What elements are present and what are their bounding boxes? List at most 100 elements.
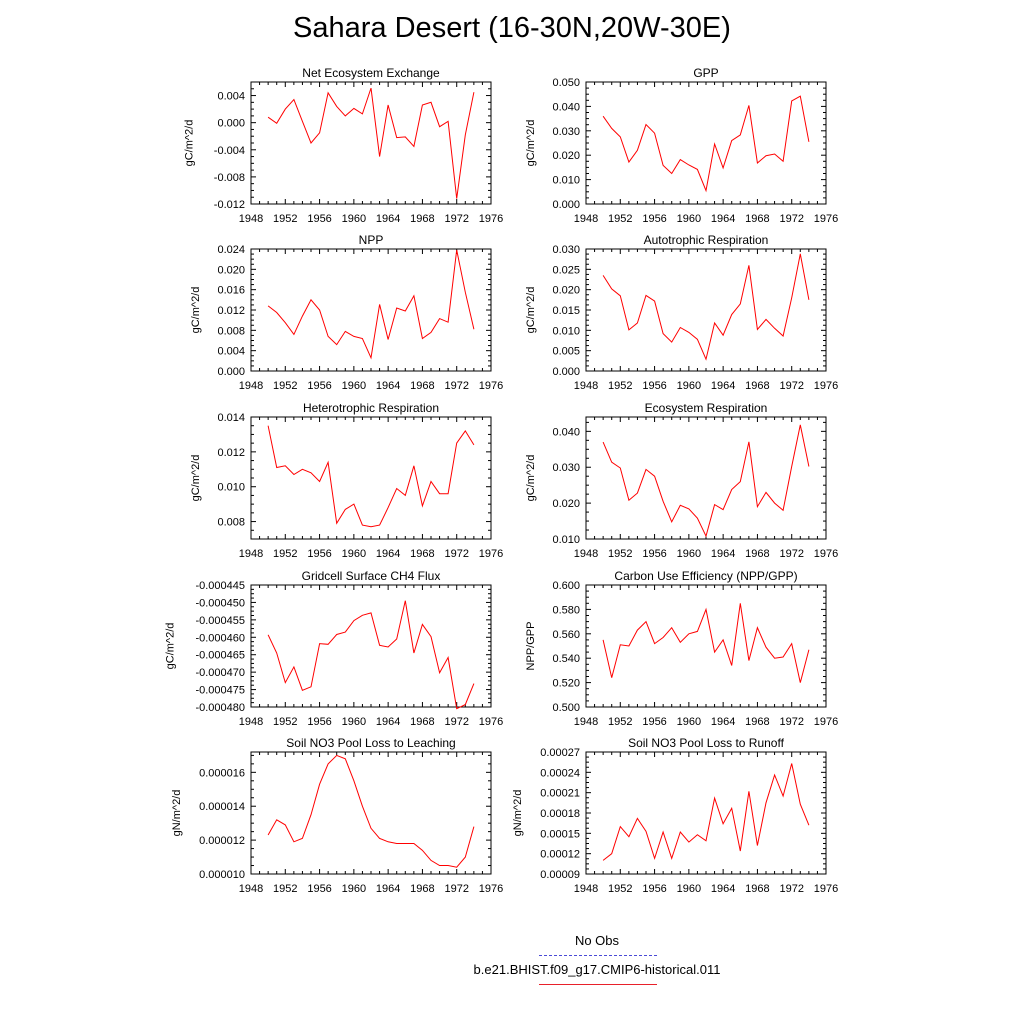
series-line [602,763,810,861]
chart-title: Soil NO3 Pool Loss to Leaching [286,736,455,750]
chart-title: Net Ecosystem Exchange [302,66,440,80]
chart-panel-3: NPP 1948 1952 1956 1960 1964 1968 1972 1976 0.024… [190,233,503,392]
chart-title: Carbon Use Efficiency (NPP/GPP) [614,569,797,583]
x-tick-label: 1976 [814,716,838,728]
x-tick-label: 1960 [677,380,701,392]
y-axis-label: gN/m^2/d [512,790,524,837]
chart-title: Ecosystem Respiration [645,401,768,415]
chart-panel-1: Net Ecosystem Exchange 1948 1952 1956 1960 19… [184,66,504,225]
x-tick-label: 1952 [273,213,297,225]
x-tick-label: 1968 [745,883,769,895]
y-tick-label: 0.00009 [540,869,580,881]
y-axis-label: NPP/GPP [525,622,537,671]
x-tick-label: 1948 [574,548,598,560]
y-tick-label: 0.600 [552,580,580,592]
y-tick-label: 0.008 [217,325,245,337]
y-tick-label: 0.000 [217,366,245,378]
chart-title: Gridcell Surface CH4 Flux [302,569,441,583]
x-tick-label: 1972 [779,716,803,728]
chart-panel-4: Autotrophic Respiration 1948 1952 1956 1960 1… [525,233,838,392]
y-tick-label: 0.010 [552,325,580,337]
y-tick-label: 0.560 [552,629,580,641]
x-tick-label: 1968 [745,548,769,560]
x-tick-label: 1968 [410,380,434,392]
y-tick-label: 0.030 [552,244,580,256]
y-axis-label: gC/m^2/d [525,455,537,502]
x-tick-label: 1956 [642,716,666,728]
x-tick-label: 1968 [745,716,769,728]
y-tick-label: 0.004 [217,91,245,103]
y-tick-label: -0.000450 [195,597,245,609]
x-tick-label: 1948 [239,213,263,225]
x-tick-label: 1968 [410,883,434,895]
x-tick-label: 1976 [814,380,838,392]
y-tick-label: 0.000 [217,118,245,130]
y-tick-label: 0.020 [217,264,245,276]
y-tick-label: 0.000016 [199,767,245,779]
chart-title: Autotrophic Respiration [644,233,769,247]
x-tick-label: 1956 [642,380,666,392]
legend-line-model [539,984,657,985]
y-tick-label: 0.010 [552,534,580,546]
page-title: Sahara Desert (16-30N,20W-30E) [293,12,731,44]
y-tick-label: 0.020 [552,498,580,510]
chart-panel-2: GPP 1948 1952 1956 1960 1964 1968 1972 1976 0.050… [525,66,838,225]
x-tick-label: 1956 [307,380,331,392]
x-tick-label: 1976 [479,716,503,728]
x-tick-label: 1972 [444,548,468,560]
x-tick-label: 1968 [745,213,769,225]
y-axis-label: gC/m^2/d [190,287,202,334]
y-tick-label: -0.004 [214,145,245,157]
chart-panel-9: Soil NO3 Pool Loss to Leaching 1948 1952 19… [171,736,503,895]
plot-frame [250,416,492,540]
y-tick-label: 0.00012 [540,849,580,861]
x-tick-label: 1964 [376,548,400,560]
x-tick-label: 1952 [608,883,632,895]
y-tick-label: 0.025 [552,264,580,276]
x-tick-label: 1956 [307,548,331,560]
x-tick-label: 1952 [273,380,297,392]
x-tick-label: 1956 [642,883,666,895]
y-tick-label: 0.00018 [540,808,580,820]
chart-panel-7: Gridcell Surface CH4 Flux 1948 1952 1956 196… [164,569,503,728]
x-tick-label: 1972 [444,213,468,225]
y-tick-label: 0.015 [552,305,580,317]
x-tick-label: 1948 [574,380,598,392]
plot-frame [250,584,492,708]
y-tick-label: 0.020 [552,150,580,162]
y-axis-label: gC/m^2/d [525,287,537,334]
x-tick-label: 1956 [307,716,331,728]
series-line [267,754,475,868]
series-line [267,87,475,199]
plot-frame [585,248,827,372]
y-tick-label: 0.520 [552,678,580,690]
y-tick-label: -0.000475 [195,685,245,697]
x-tick-label: 1956 [307,883,331,895]
x-tick-label: 1972 [444,380,468,392]
x-tick-label: 1948 [239,380,263,392]
plot-frame [250,751,492,875]
y-tick-label: 0.040 [552,426,580,438]
chart-panel-5: Heterotrophic Respiration 1948 1952 1956 196… [190,401,503,560]
y-tick-label: 0.000 [552,366,580,378]
y-tick-label: 0.000010 [199,869,245,881]
y-axis-label: gC/m^2/d [164,623,176,670]
x-tick-label: 1956 [642,213,666,225]
y-tick-label: 0.030 [552,462,580,474]
x-tick-label: 1948 [574,213,598,225]
y-axis-label: gC/m^2/d [184,120,196,167]
y-tick-label: 0.00024 [540,767,580,779]
x-tick-label: 1976 [479,380,503,392]
chart-panel-10: Soil NO3 Pool Loss to Runoff 1948 1952 1956… [512,736,838,895]
x-tick-label: 1968 [410,716,434,728]
chart-title: Heterotrophic Respiration [303,401,439,415]
x-tick-label: 1948 [239,716,263,728]
plot-frame [585,416,827,540]
x-tick-label: 1956 [642,548,666,560]
x-tick-label: 1964 [711,213,735,225]
x-tick-label: 1976 [814,548,838,560]
series-line [602,95,810,193]
y-tick-label: 0.540 [552,653,580,665]
y-tick-label: 0.000014 [199,801,245,813]
x-tick-label: 1968 [410,213,434,225]
